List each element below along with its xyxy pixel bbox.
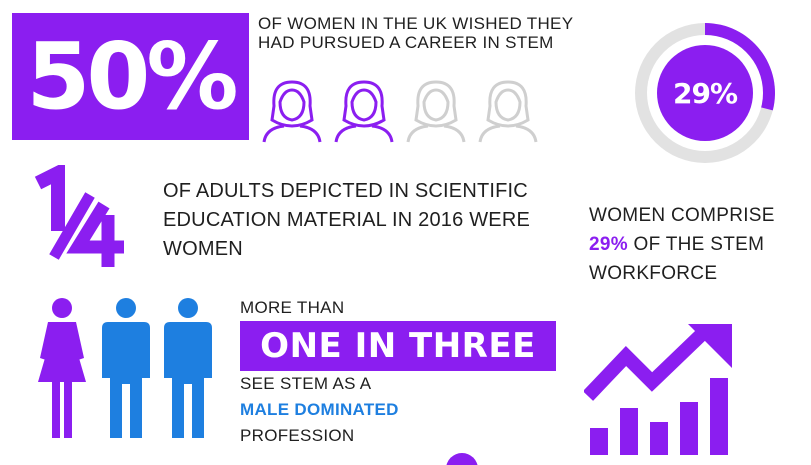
woman-icon-outline bbox=[406, 80, 466, 143]
one-in-three-banner: ONE IN THREE bbox=[240, 321, 556, 371]
fraction-one-quarter bbox=[34, 165, 124, 267]
workforce-text-pre: WOMEN COMPRISE bbox=[589, 205, 775, 226]
people-figures bbox=[38, 298, 212, 438]
male-dominated-text: MALE DOMINATED bbox=[240, 400, 399, 419]
donut-label: 29% bbox=[673, 77, 738, 110]
growth-chart-icon bbox=[584, 324, 732, 455]
partial-purple-shape bbox=[446, 453, 478, 465]
donut-center bbox=[657, 45, 753, 141]
stat-workforce-description: WOMEN COMPRISE 29% OF THE STEM WORKFORCE bbox=[589, 201, 811, 288]
workforce-highlight: 29% bbox=[589, 234, 628, 255]
man-figure-icon bbox=[164, 298, 212, 438]
see-stem-text: SEE STEM AS A bbox=[240, 374, 372, 393]
workforce-text-post: OF THE STEM WORKFORCE bbox=[589, 234, 765, 284]
stat-50-percent: 50% bbox=[12, 13, 249, 140]
more-than-text: MORE THAN bbox=[240, 298, 345, 317]
stat-adults-description: OF ADULTS DEPICTED IN SCIENTIFIC EDUCATI… bbox=[163, 180, 531, 260]
woman-icon-outline bbox=[478, 80, 538, 143]
man-figure-icon bbox=[102, 298, 150, 438]
woman-icon-filled bbox=[262, 80, 322, 143]
workforce-donut: 29% bbox=[635, 23, 775, 163]
women-icon-row bbox=[262, 80, 538, 143]
profession-text: PROFESSION bbox=[240, 426, 355, 445]
woman-figure-icon bbox=[38, 298, 86, 438]
stat-uk-description: OF WOMEN IN THE UK WISHED THEY HAD PURSU… bbox=[258, 14, 574, 52]
woman-icon-filled bbox=[334, 80, 394, 143]
